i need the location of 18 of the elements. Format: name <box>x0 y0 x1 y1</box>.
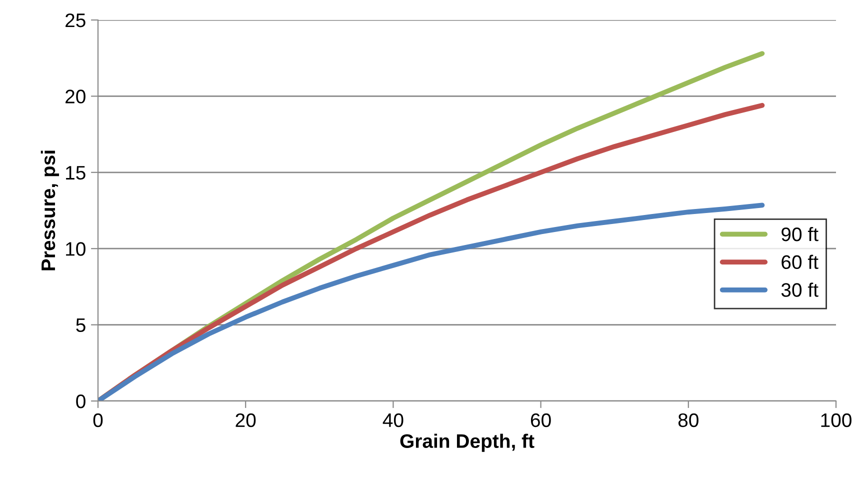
y-tick-label: 0 <box>76 394 86 408</box>
x-tick-label: 80 <box>678 413 698 428</box>
y-tick-label: 25 <box>66 13 86 28</box>
x-axis-title: Grain Depth, ft <box>400 434 534 452</box>
legend-label: 30 ft <box>781 282 818 297</box>
y-tick-label: 5 <box>76 318 86 332</box>
legend-label: 90 ft <box>782 226 818 242</box>
y-tick-label: 10 <box>66 242 86 256</box>
x-tick-label: 100 <box>821 413 852 428</box>
legend-label: 60 ft <box>782 254 818 270</box>
x-tick-label: 40 <box>382 413 404 428</box>
x-tick-label: 20 <box>236 413 256 428</box>
y-tick-label: 15 <box>66 166 86 180</box>
x-tick-label: 60 <box>530 413 551 428</box>
y-axis-title: Pressure, psi <box>40 150 60 270</box>
x-tick-label: 0 <box>93 413 103 428</box>
y-tick-label: 20 <box>66 90 86 104</box>
line-series <box>98 202 765 401</box>
